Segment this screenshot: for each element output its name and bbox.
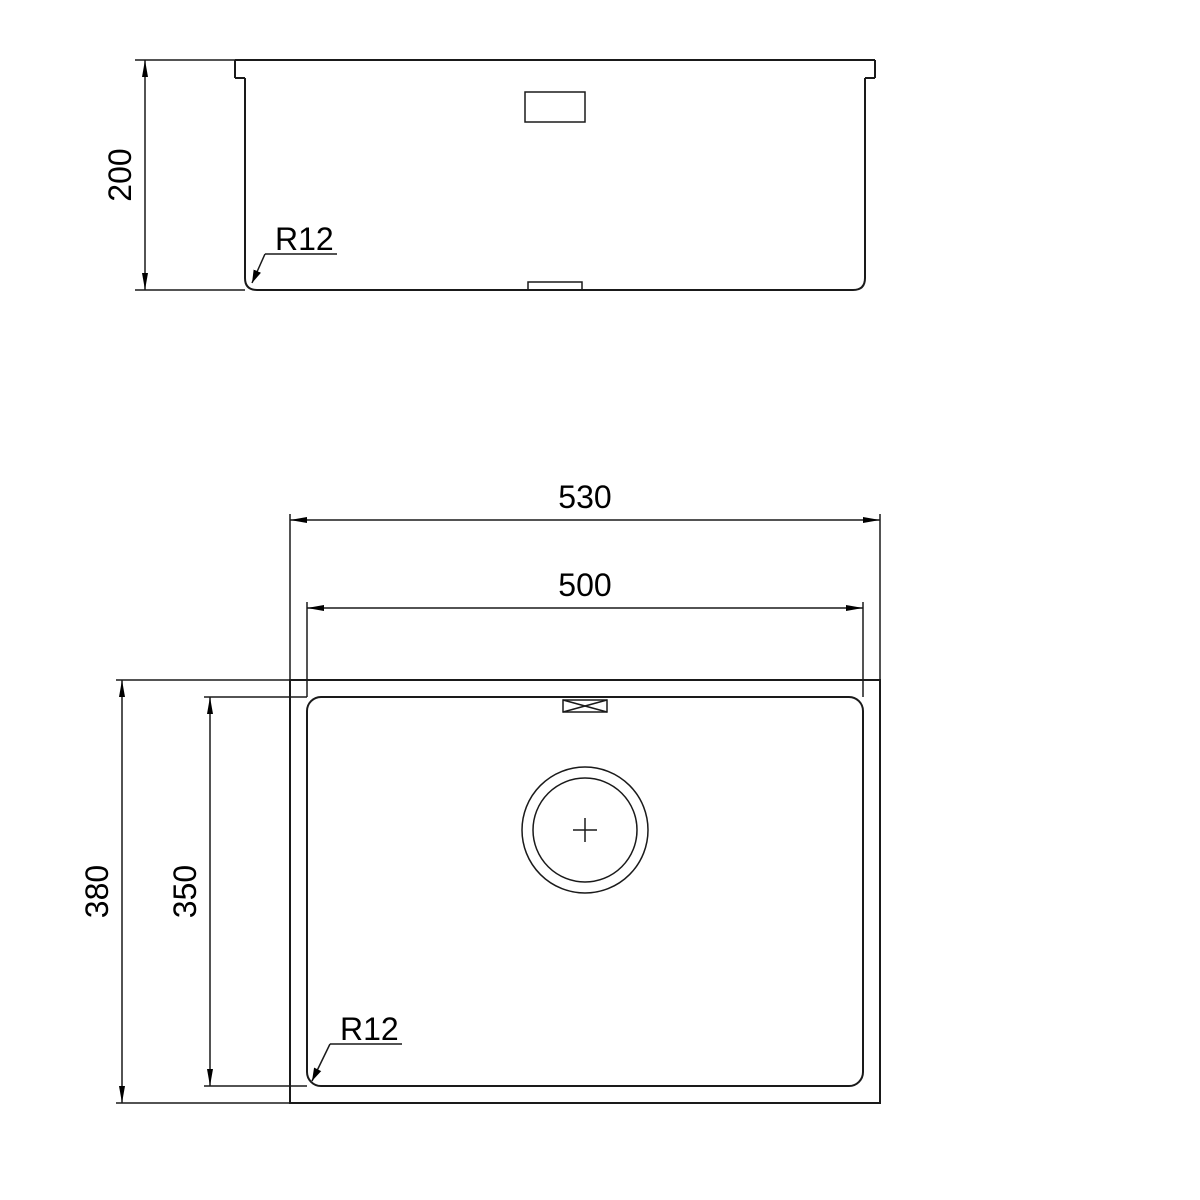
svg-text:380: 380 bbox=[79, 865, 115, 918]
dim-depth-label: 200 bbox=[102, 148, 138, 201]
svg-text:530: 530 bbox=[558, 479, 611, 515]
plan-radius-label: R12 bbox=[340, 1011, 399, 1047]
svg-text:350: 350 bbox=[167, 865, 203, 918]
elevation-radius-label: R12 bbox=[275, 221, 334, 257]
svg-text:500: 500 bbox=[558, 567, 611, 603]
